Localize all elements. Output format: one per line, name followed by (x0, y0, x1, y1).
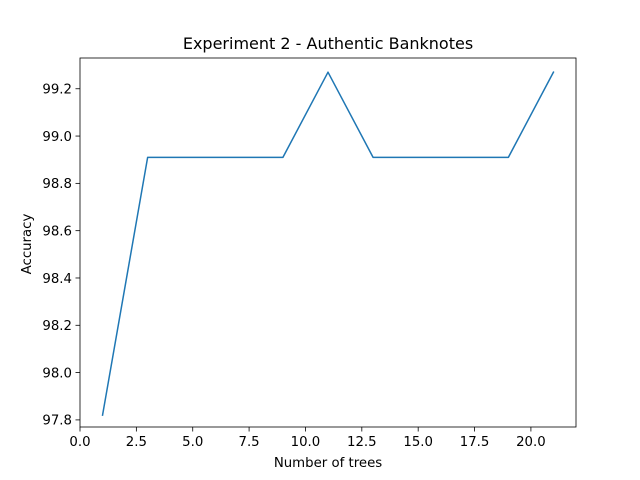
x-tick-label: 2.5 (126, 435, 147, 450)
x-tick-label: 7.5 (239, 435, 260, 450)
y-tick-label: 97.8 (42, 414, 72, 429)
x-tick-label: 12.5 (347, 435, 377, 450)
y-tick-label: 99.0 (42, 130, 72, 145)
plot-area: 0.0 2.5 5.0 7.5 10.0 12.5 15.0 17.5 20.0 97.8 98.0… (42, 57, 577, 450)
y-tick-label: 99.2 (42, 83, 72, 98)
y-tick-label: 98.8 (42, 177, 72, 192)
y-tick-label: 98.2 (42, 319, 72, 334)
x-tick-label: 20.0 (516, 435, 546, 450)
chart-title: Experiment 2 - Authentic Banknotes (183, 34, 473, 53)
axes-frame (79, 57, 577, 428)
x-tick-label: 0.0 (69, 435, 90, 450)
series-line (101, 71, 555, 417)
x-axis-title: Number of trees (274, 456, 382, 471)
y-axis-title: Accuracy (20, 214, 35, 275)
x-tick-label: 5.0 (182, 435, 203, 450)
x-tick-label: 17.5 (460, 435, 490, 450)
y-tick-label: 98.0 (42, 366, 72, 381)
x-tick-label: 10.0 (291, 435, 321, 450)
y-tick-label: 98.6 (42, 224, 72, 239)
y-tick-label: 98.4 (42, 272, 72, 287)
x-tick-label: 15.0 (403, 435, 433, 450)
